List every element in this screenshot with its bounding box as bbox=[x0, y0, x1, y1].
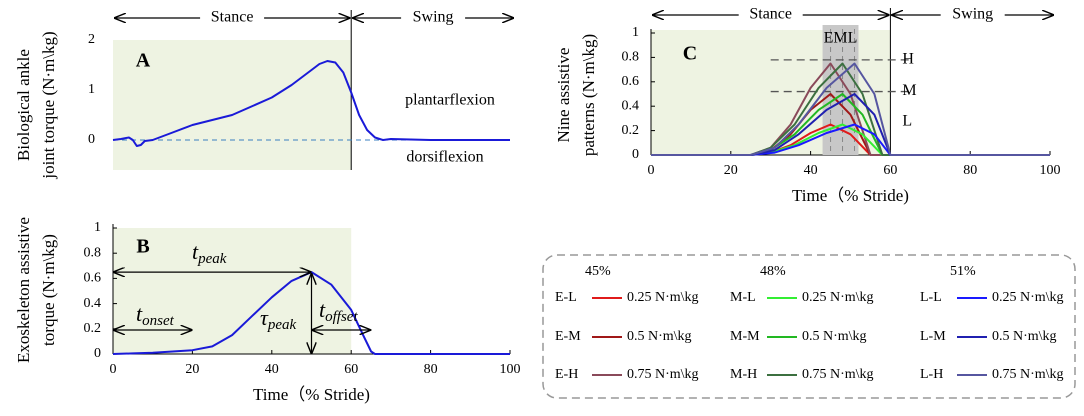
y-axis-label: torque (N·m\kg) bbox=[39, 234, 58, 346]
band-label: EML bbox=[824, 30, 858, 47]
annotation-sub: peak bbox=[197, 251, 227, 267]
level-label: H bbox=[902, 51, 914, 68]
legend-level: 0.5 N·m\kg bbox=[627, 329, 692, 344]
annotation-sub: onset bbox=[142, 313, 174, 329]
y-tick-label: 0.4 bbox=[622, 98, 640, 113]
data-line bbox=[112, 271, 510, 355]
phase-label-bg bbox=[200, 8, 265, 28]
y-tick-label: 0.2 bbox=[622, 123, 640, 138]
x-tick-label: 100 bbox=[500, 362, 521, 377]
phase-label-bg bbox=[940, 5, 1005, 25]
annotation-sub: peak bbox=[267, 317, 297, 333]
y-tick-label: 1 bbox=[88, 82, 95, 97]
legend-name: M-M bbox=[730, 329, 760, 344]
legend-name: E-L bbox=[555, 290, 577, 305]
y-tick-label: 0 bbox=[632, 147, 639, 162]
annotation: tonset bbox=[136, 301, 175, 329]
y-tick-label: 0.4 bbox=[84, 296, 102, 311]
legend-box bbox=[542, 254, 1076, 399]
legend-level: 0.75 N·m\kg bbox=[992, 367, 1064, 382]
legend-level: 0.75 N·m\kg bbox=[802, 367, 874, 382]
panel-letter: A bbox=[136, 50, 151, 72]
stance-shading bbox=[113, 40, 352, 170]
legend-name: L-L bbox=[920, 290, 942, 305]
annotation-main: t bbox=[192, 239, 199, 264]
annotation-main: t bbox=[136, 301, 143, 326]
x-tick-label: 100 bbox=[1040, 163, 1061, 178]
y-tick-label: 0.6 bbox=[84, 271, 102, 286]
x-tick-label: 0 bbox=[110, 362, 117, 377]
x-tick-label: 0 bbox=[648, 163, 655, 178]
y-axis-label: patterns (N·m\kg) bbox=[579, 34, 598, 156]
phase-label: Stance bbox=[211, 9, 254, 26]
data-line bbox=[651, 62, 1050, 156]
annotation: dorsiflexion bbox=[406, 149, 483, 166]
x-tick-label: 40 bbox=[265, 362, 279, 377]
phase-label-bg bbox=[401, 8, 466, 28]
y-tick-label: 0 bbox=[94, 346, 101, 361]
x-tick-label: 20 bbox=[724, 163, 738, 178]
legend-level: 0.5 N·m\kg bbox=[802, 329, 867, 344]
panel-letter: B bbox=[136, 236, 149, 258]
x-tick-label: 20 bbox=[185, 362, 199, 377]
x-tick-label: 80 bbox=[963, 163, 977, 178]
y-axis-label: Nine assistive bbox=[554, 48, 573, 143]
y-axis-label: Exoskeleton assistive bbox=[14, 217, 33, 363]
legend-name: M-L bbox=[730, 290, 756, 305]
x-axis-label: Time（% Stride) bbox=[792, 186, 909, 205]
annotation: toffset bbox=[319, 297, 358, 325]
legend-level: 0.25 N·m\kg bbox=[992, 290, 1064, 305]
x-tick-label: 80 bbox=[424, 362, 438, 377]
annotation: τpeak bbox=[260, 305, 297, 333]
legend-level: 0.75 N·m\kg bbox=[627, 367, 699, 382]
phase-label: Stance bbox=[749, 6, 792, 23]
legend-name: E-M bbox=[555, 329, 581, 344]
level-label: L bbox=[902, 113, 912, 130]
legend-name: E-H bbox=[555, 367, 578, 382]
annotation: tpeak bbox=[192, 239, 227, 267]
panel-letter: C bbox=[683, 43, 697, 65]
annotation-main: t bbox=[319, 297, 326, 322]
y-tick-label: 2 bbox=[88, 32, 95, 47]
y-tick-label: 0.8 bbox=[84, 245, 102, 260]
x-tick-label: 60 bbox=[344, 362, 358, 377]
y-tick-label: 0 bbox=[88, 132, 95, 147]
y-tick-label: 0.2 bbox=[84, 321, 102, 336]
legend-name: M-H bbox=[730, 367, 757, 382]
data-line bbox=[112, 60, 510, 147]
legend-name: L-H bbox=[920, 367, 943, 382]
legend-group: 51% bbox=[950, 264, 976, 279]
legend-group: 48% bbox=[760, 264, 786, 279]
phase-label-bg bbox=[738, 5, 803, 25]
legend-level: 0.25 N·m\kg bbox=[802, 290, 874, 305]
level-label: M bbox=[902, 82, 916, 99]
legend-group: 45% bbox=[585, 264, 611, 279]
legend-level: 0.5 N·m\kg bbox=[992, 329, 1057, 344]
y-tick-label: 0.6 bbox=[622, 74, 640, 89]
legend-level: 0.25 N·m\kg bbox=[627, 290, 699, 305]
annotation-sub: offset bbox=[325, 309, 358, 325]
annotation: plantarflexion bbox=[405, 92, 495, 109]
y-axis-label: Biological ankle bbox=[14, 49, 33, 161]
y-axis-label: joint torque (N·m\kg) bbox=[39, 31, 58, 179]
x-tick-label: 60 bbox=[883, 163, 897, 178]
phase-label: Swing bbox=[413, 9, 454, 26]
legend-name: L-M bbox=[920, 329, 946, 344]
x-tick-label: 40 bbox=[804, 163, 818, 178]
y-tick-label: 1 bbox=[94, 220, 101, 235]
annotation-main: τ bbox=[260, 305, 269, 330]
y-tick-label: 1 bbox=[632, 25, 639, 40]
x-axis-label: Time（% Stride) bbox=[253, 385, 370, 404]
y-tick-label: 0.8 bbox=[622, 50, 640, 65]
phase-label: Swing bbox=[952, 6, 993, 23]
